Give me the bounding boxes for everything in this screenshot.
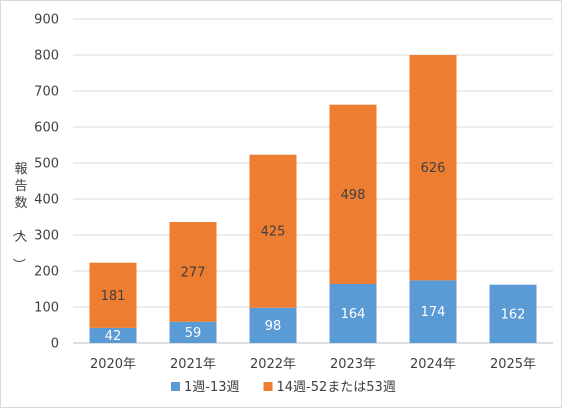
y-tick-label: 200 <box>34 265 59 280</box>
data-label: 626 <box>421 161 446 176</box>
bar-segment <box>489 284 537 343</box>
x-tick-label: 2024年 <box>410 357 456 372</box>
data-label: 174 <box>421 305 446 320</box>
bar-segment <box>409 55 457 281</box>
bar-segment <box>249 154 297 308</box>
y-axis-ticks: 0 100 200 300 400 500 600 700 800 900 <box>34 13 59 352</box>
legend-entry: 1週-13週 <box>184 380 240 395</box>
bar-segment <box>89 327 137 343</box>
y-axis-label-char: 数 <box>14 196 27 211</box>
y-tick-label: 900 <box>34 13 59 28</box>
y-axis-label: 報告数 （人 ） <box>10 162 27 271</box>
legend: 1週-13週 14週-52または53週 <box>171 380 396 395</box>
x-tick-label: 2025年 <box>490 357 536 372</box>
data-label: 498 <box>341 188 366 203</box>
y-tick-label: 400 <box>34 193 59 208</box>
data-label: 277 <box>181 265 206 280</box>
data-label: 164 <box>341 307 366 322</box>
legend-swatch <box>171 382 180 391</box>
bar-segment <box>329 283 377 343</box>
x-tick-label: 2022年 <box>250 357 296 372</box>
y-tick-label: 0 <box>51 337 59 352</box>
y-tick-label: 600 <box>34 121 59 136</box>
data-label: 98 <box>265 319 282 334</box>
y-tick-label: 700 <box>34 85 59 100</box>
gridlines <box>73 18 553 344</box>
y-tick-label: 300 <box>34 229 59 244</box>
bar-segment <box>169 321 217 343</box>
x-tick-label: 2023年 <box>330 357 376 372</box>
bar-segment <box>169 222 217 322</box>
x-axis-ticks: 2020年 2021年 2022年 2023年 2024年 2025年 <box>90 357 536 372</box>
bar-segment <box>409 280 457 343</box>
data-label: 42 <box>105 329 122 344</box>
y-axis-label-char: 人 <box>14 230 27 245</box>
y-axis-label-char: 報 <box>14 162 27 177</box>
data-label: 425 <box>261 225 286 240</box>
y-axis-label-char: ） <box>10 258 25 271</box>
y-axis-label-char: 告 <box>14 179 27 194</box>
y-tick-label: 500 <box>34 157 59 172</box>
legend-entry: 14週-52または53週 <box>277 380 396 395</box>
y-tick-label: 100 <box>34 301 59 316</box>
data-label: 181 <box>101 289 126 304</box>
x-tick-label: 2020年 <box>90 357 136 372</box>
data-label: 59 <box>185 326 202 341</box>
data-label: 162 <box>501 307 526 322</box>
y-axis-label-char: （ <box>10 224 25 237</box>
bar-segment <box>329 104 377 284</box>
y-tick-label: 800 <box>34 49 59 64</box>
bar-segment <box>249 307 297 343</box>
bar-segment <box>89 262 137 328</box>
bars: 42 181 59 277 98 425 164 498 174 626 162 <box>89 55 537 344</box>
legend-swatch <box>263 382 273 391</box>
x-tick-label: 2021年 <box>170 357 216 372</box>
